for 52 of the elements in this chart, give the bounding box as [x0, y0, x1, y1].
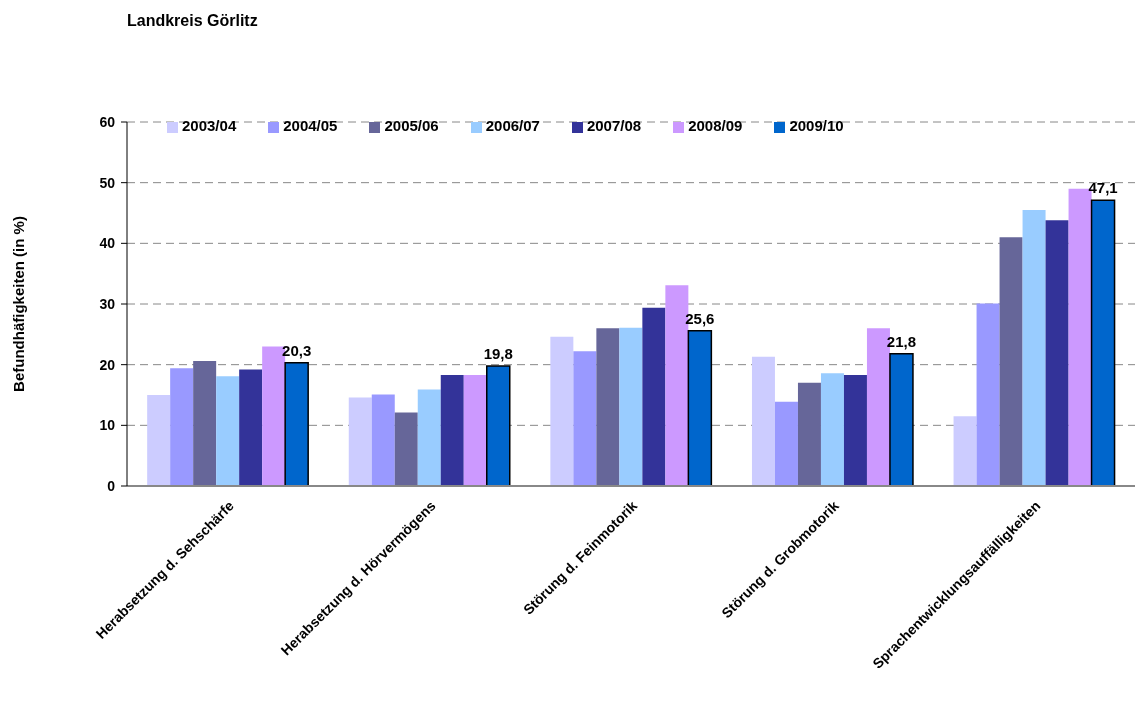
data-label: 21,8 — [886, 332, 917, 350]
bar — [348, 397, 372, 486]
y-tick-label: 20 — [99, 356, 116, 373]
bar — [216, 376, 240, 486]
legend-label: 2009/10 — [789, 117, 844, 134]
bar — [976, 303, 1000, 486]
chart-title: Landkreis Görlitz — [127, 12, 258, 30]
bar — [417, 389, 441, 486]
bar — [596, 328, 620, 486]
bar — [193, 361, 217, 486]
data-label: 25,6 — [685, 309, 715, 327]
y-tick-label: 40 — [99, 235, 116, 252]
bar — [1022, 209, 1046, 486]
bar — [1090, 199, 1116, 486]
bar — [687, 329, 713, 486]
bar — [953, 416, 977, 486]
y-axis-title: Befundhäfigkeiten (in %) — [9, 216, 27, 392]
legend-label: 2004/05 — [283, 117, 338, 134]
bar — [1045, 220, 1069, 486]
bar — [797, 382, 821, 486]
y-tick-label: 60 — [99, 114, 116, 130]
legend-label: 2007/08 — [586, 117, 642, 134]
y-tick-label: 10 — [99, 417, 116, 434]
bar — [889, 353, 914, 486]
data-label: 47,1 — [1088, 179, 1118, 197]
bar — [642, 307, 666, 486]
bar — [463, 374, 487, 486]
bar — [239, 369, 263, 486]
bar — [751, 356, 775, 486]
bar — [486, 365, 511, 486]
bar — [170, 368, 194, 486]
y-tick-label: 0 — [107, 478, 116, 494]
bar — [147, 395, 171, 486]
bar — [440, 374, 464, 486]
y-tick-label: 50 — [99, 174, 116, 191]
legend-label: 2006/07 — [485, 117, 540, 134]
bar — [371, 394, 395, 486]
bar — [774, 401, 798, 486]
bar — [550, 336, 574, 486]
legend-label: 2005/06 — [384, 117, 439, 134]
bar — [820, 373, 844, 486]
data-label: 19,8 — [483, 344, 513, 362]
bar — [619, 327, 643, 486]
legend-label: 2008/09 — [688, 117, 743, 134]
bar — [284, 362, 309, 486]
bar — [394, 412, 418, 486]
bar — [999, 237, 1023, 486]
bar — [843, 374, 867, 486]
bar — [573, 351, 597, 486]
data-label: 20,3 — [282, 341, 312, 359]
y-tick-label: 30 — [99, 296, 116, 312]
legend-label: 2003/04 — [182, 117, 237, 134]
